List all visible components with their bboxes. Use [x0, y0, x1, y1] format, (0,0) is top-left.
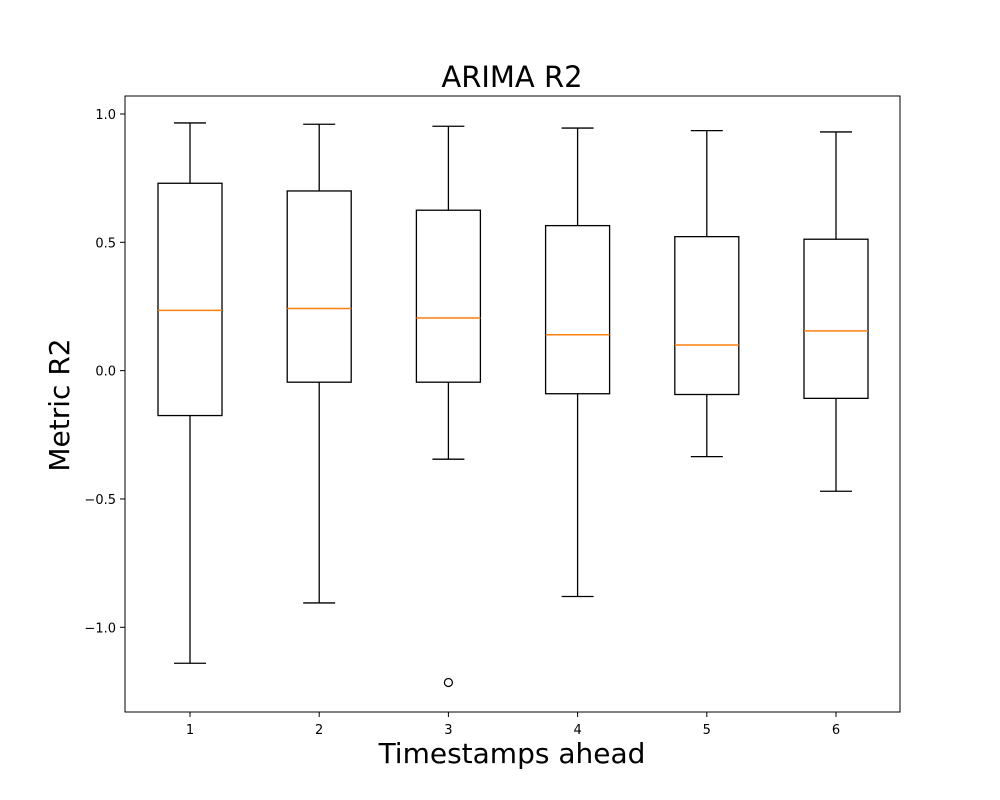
x-axis-label: Timestamps ahead: [378, 737, 646, 770]
box-iqr: [803, 238, 869, 400]
box-iqr: [286, 190, 352, 383]
box-iqr: [544, 224, 611, 395]
y-tick-label: 0.0: [95, 365, 116, 380]
x-tick-label: 6: [832, 723, 840, 738]
y-tick-label: −1.0: [84, 621, 116, 636]
x-tick-label: 5: [703, 723, 711, 738]
plot-area: −1.0 −0.5 0.0 0.5 1.0 1 2 3 4 5 6: [84, 108, 869, 738]
outlier-point: [443, 677, 453, 688]
box-iqr: [674, 236, 740, 396]
x-tick-label: 1: [186, 723, 194, 738]
y-tick-label: −0.5: [84, 493, 116, 508]
y-tick-label: 1.0: [95, 108, 116, 123]
chart-title: ARIMA R2: [441, 60, 582, 94]
plot-frame: [124, 95, 901, 713]
x-tick-label: 4: [573, 723, 581, 738]
x-tick-label: 2: [315, 723, 323, 738]
box-iqr: [415, 209, 482, 383]
x-tick-label: 3: [444, 723, 452, 738]
y-tick-label: 0.5: [95, 236, 116, 251]
box-iqr: [157, 182, 223, 417]
y-axis-label: Metric R2: [43, 338, 76, 471]
